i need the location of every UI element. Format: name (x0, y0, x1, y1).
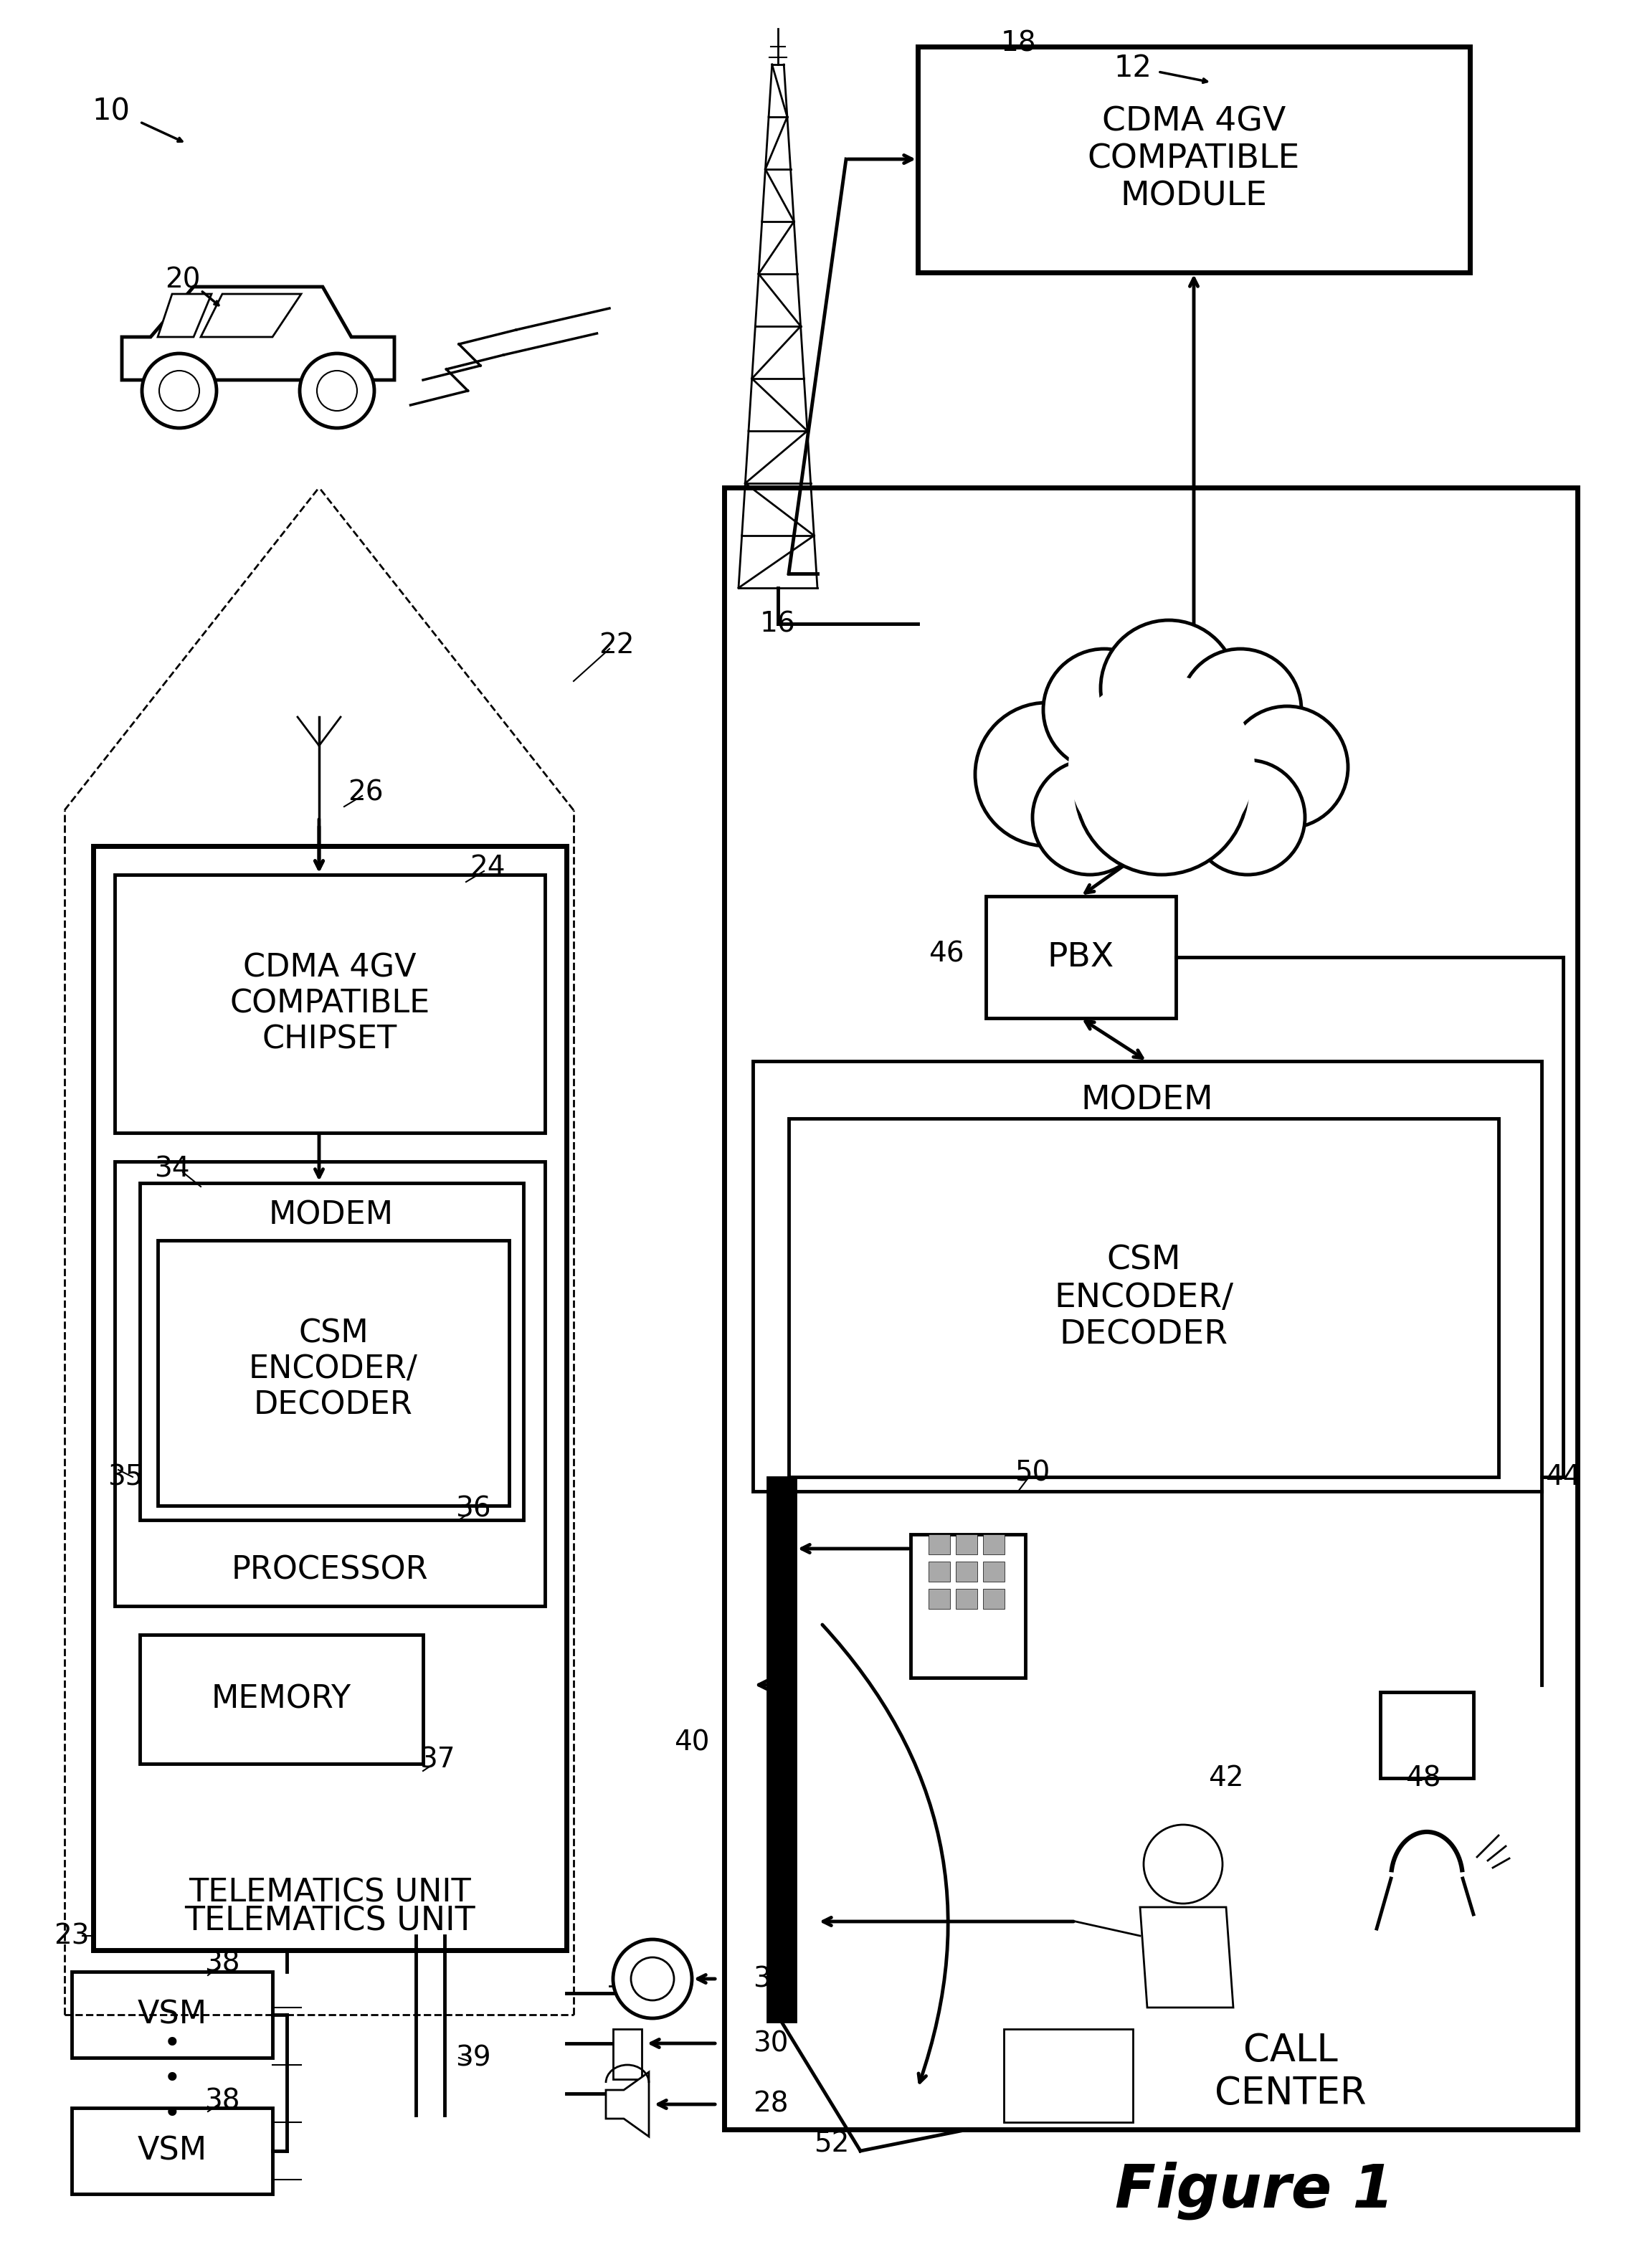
Text: •
•
•: • • • (164, 2029, 182, 2130)
Bar (71, 1971, 273, 2058)
Text: 42: 42 (1208, 1764, 1244, 1791)
Text: PROCESSOR: PROCESSOR (231, 1555, 428, 1586)
Text: 16: 16 (760, 611, 796, 638)
Bar (957, 1589, 978, 1609)
Text: CDMA 4GV
COMPATIBLE
MODULE: CDMA 4GV COMPATIBLE MODULE (1087, 106, 1300, 213)
Circle shape (1180, 649, 1302, 771)
Bar (93, 847, 567, 1950)
Bar (957, 1562, 978, 1582)
Circle shape (1100, 620, 1237, 757)
Text: 24: 24 (469, 854, 506, 881)
Circle shape (1226, 706, 1348, 829)
Bar (114, 1162, 545, 1607)
Circle shape (142, 353, 216, 427)
Bar (724, 488, 1578, 2130)
Text: 46: 46 (928, 939, 965, 966)
Text: 50: 50 (1014, 1461, 1051, 1488)
Bar (910, 1535, 1026, 1679)
Polygon shape (122, 288, 395, 380)
Text: MODEM: MODEM (269, 1200, 393, 1231)
Bar (928, 1589, 950, 1609)
Polygon shape (157, 294, 211, 337)
Text: 52: 52 (814, 2130, 849, 2157)
Bar (788, 1119, 1498, 1476)
Text: CSM
ENCODER/
DECODER: CSM ENCODER/ DECODER (1054, 1245, 1234, 1350)
Circle shape (1032, 759, 1146, 874)
Polygon shape (1140, 1908, 1234, 2007)
Circle shape (159, 371, 200, 411)
Bar (983, 1562, 1004, 1582)
Text: Figure 1: Figure 1 (1115, 2162, 1394, 2220)
Text: 32: 32 (753, 1966, 788, 1993)
Text: 18: 18 (1001, 29, 1036, 56)
Text: 35: 35 (107, 1463, 144, 1490)
Text: 23: 23 (55, 1921, 89, 1950)
Bar (919, 47, 1470, 272)
Bar (986, 897, 1176, 1018)
Bar (928, 1535, 950, 1555)
Circle shape (1143, 1825, 1222, 1903)
Text: MEMORY: MEMORY (211, 1683, 350, 1714)
Text: 12: 12 (1113, 54, 1151, 83)
Text: TELEMATICS UNIT: TELEMATICS UNIT (185, 1905, 476, 1937)
Text: TELEMATICS UNIT: TELEMATICS UNIT (188, 1878, 471, 1908)
Text: 38: 38 (205, 2087, 240, 2114)
Text: 10: 10 (93, 97, 131, 126)
Circle shape (631, 1957, 674, 2000)
Text: CALL
CENTER: CALL CENTER (1214, 2031, 1366, 2112)
Text: 20: 20 (165, 265, 200, 294)
Bar (613, 2029, 641, 2078)
Bar (1004, 2029, 1133, 2121)
Text: 28: 28 (753, 2090, 788, 2119)
Polygon shape (202, 294, 301, 337)
Bar (957, 1535, 978, 1555)
Bar (983, 1589, 1004, 1609)
Bar (140, 1182, 524, 1519)
Text: VSM: VSM (137, 2000, 206, 2029)
Circle shape (1044, 649, 1165, 771)
Circle shape (299, 353, 375, 427)
Circle shape (1075, 703, 1247, 874)
Text: MODEM: MODEM (1080, 1085, 1214, 1117)
Text: PBX: PBX (1047, 941, 1113, 973)
Text: 36: 36 (456, 1497, 491, 1523)
Circle shape (1069, 674, 1256, 861)
Text: 39: 39 (456, 2045, 491, 2072)
Text: 40: 40 (674, 1728, 710, 1755)
Bar (114, 874, 545, 1132)
Circle shape (1189, 759, 1305, 874)
Text: VSM: VSM (137, 2135, 206, 2166)
Bar (928, 1562, 950, 1582)
Bar (983, 1535, 1004, 1555)
Bar (140, 1636, 423, 1764)
Bar (753, 1061, 1541, 1492)
Bar (157, 1240, 509, 1505)
Text: 30: 30 (753, 2029, 788, 2056)
Text: CDMA 4GV
COMPATIBLE
CHIPSET: CDMA 4GV COMPATIBLE CHIPSET (230, 953, 430, 1054)
Circle shape (613, 1939, 692, 2018)
Bar (1381, 1692, 1474, 1777)
Text: 38: 38 (205, 1950, 240, 1977)
Text: 44: 44 (1545, 1463, 1581, 1490)
Text: CSM
ENCODER/
DECODER: CSM ENCODER/ DECODER (249, 1319, 418, 1420)
Text: 48: 48 (1406, 1764, 1441, 1791)
Circle shape (975, 703, 1118, 847)
Text: 14: 14 (1140, 757, 1183, 791)
Text: 34: 34 (154, 1155, 190, 1182)
Polygon shape (606, 2072, 649, 2137)
Text: 37: 37 (420, 1746, 456, 1773)
Bar (767, 1476, 796, 2022)
Text: 22: 22 (600, 631, 634, 658)
Bar (71, 2108, 273, 2193)
Text: 26: 26 (349, 780, 383, 807)
Circle shape (317, 371, 357, 411)
